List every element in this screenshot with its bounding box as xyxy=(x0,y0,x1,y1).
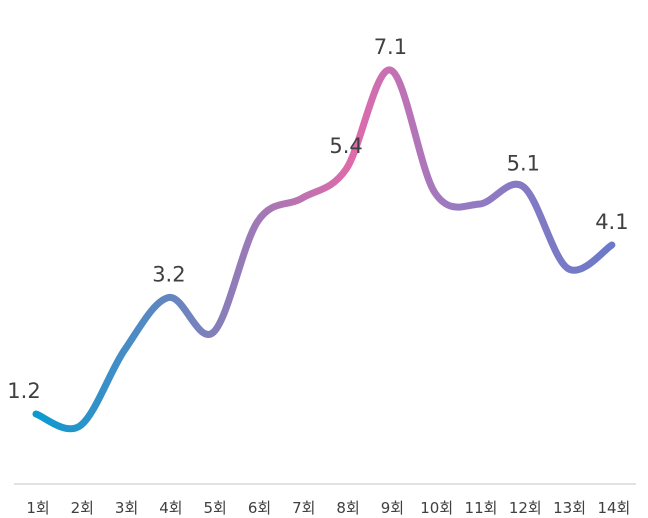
data-label-1: 1.2 xyxy=(7,379,40,403)
data-point-8 xyxy=(343,166,350,173)
data-point-14 xyxy=(608,241,615,248)
x-tick-label: 11회 xyxy=(465,499,498,517)
x-tick-label: 2회 xyxy=(71,499,94,517)
data-point-7 xyxy=(298,195,305,202)
x-tick-label: 6회 xyxy=(248,499,271,517)
x-tick-label: 8회 xyxy=(336,499,359,517)
x-tick-labels: 1회 2회 3회 4회 5회 6회 7회 8회 9회 10회 11회 12회 13회 14회 xyxy=(26,499,630,517)
data-point-2 xyxy=(77,422,84,429)
x-tick-label: 5회 xyxy=(204,499,227,517)
x-tick-label: 4회 xyxy=(159,499,182,517)
x-tick-label: 14회 xyxy=(597,499,630,517)
data-points xyxy=(33,67,616,430)
data-point-10 xyxy=(431,189,438,196)
x-tick-label: 9회 xyxy=(381,499,404,517)
data-point-9 xyxy=(387,67,394,74)
x-tick-label: 10회 xyxy=(420,499,453,517)
data-label-4: 3.2 xyxy=(152,262,185,286)
data-point-13 xyxy=(564,265,571,272)
data-point-11 xyxy=(476,201,483,208)
x-tick-label: 13회 xyxy=(553,499,586,517)
x-tick-label: 1회 xyxy=(26,499,49,517)
data-point-3 xyxy=(121,346,128,353)
x-tick-label: 12회 xyxy=(509,499,542,517)
data-point-4 xyxy=(165,294,172,301)
x-tick-label: 7회 xyxy=(292,499,315,517)
data-point-6 xyxy=(254,218,261,225)
data-point-12 xyxy=(520,183,527,190)
data-label-8: 5.4 xyxy=(329,134,362,158)
series-line xyxy=(32,66,616,433)
data-labels: 1.2 3.2 5.4 7.1 5.1 4.1 xyxy=(7,35,628,403)
data-label-9: 7.1 xyxy=(374,35,407,59)
x-tick-label: 3회 xyxy=(115,499,138,517)
data-point-1 xyxy=(33,411,40,418)
data-point-5 xyxy=(210,329,217,336)
data-label-12: 5.1 xyxy=(507,152,540,176)
data-label-14: 4.1 xyxy=(595,210,628,234)
